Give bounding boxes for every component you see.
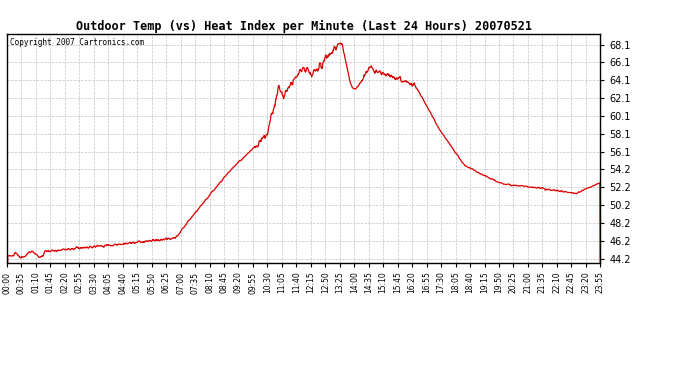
Text: Copyright 2007 Cartronics.com: Copyright 2007 Cartronics.com (10, 38, 144, 47)
Title: Outdoor Temp (vs) Heat Index per Minute (Last 24 Hours) 20070521: Outdoor Temp (vs) Heat Index per Minute … (76, 20, 531, 33)
